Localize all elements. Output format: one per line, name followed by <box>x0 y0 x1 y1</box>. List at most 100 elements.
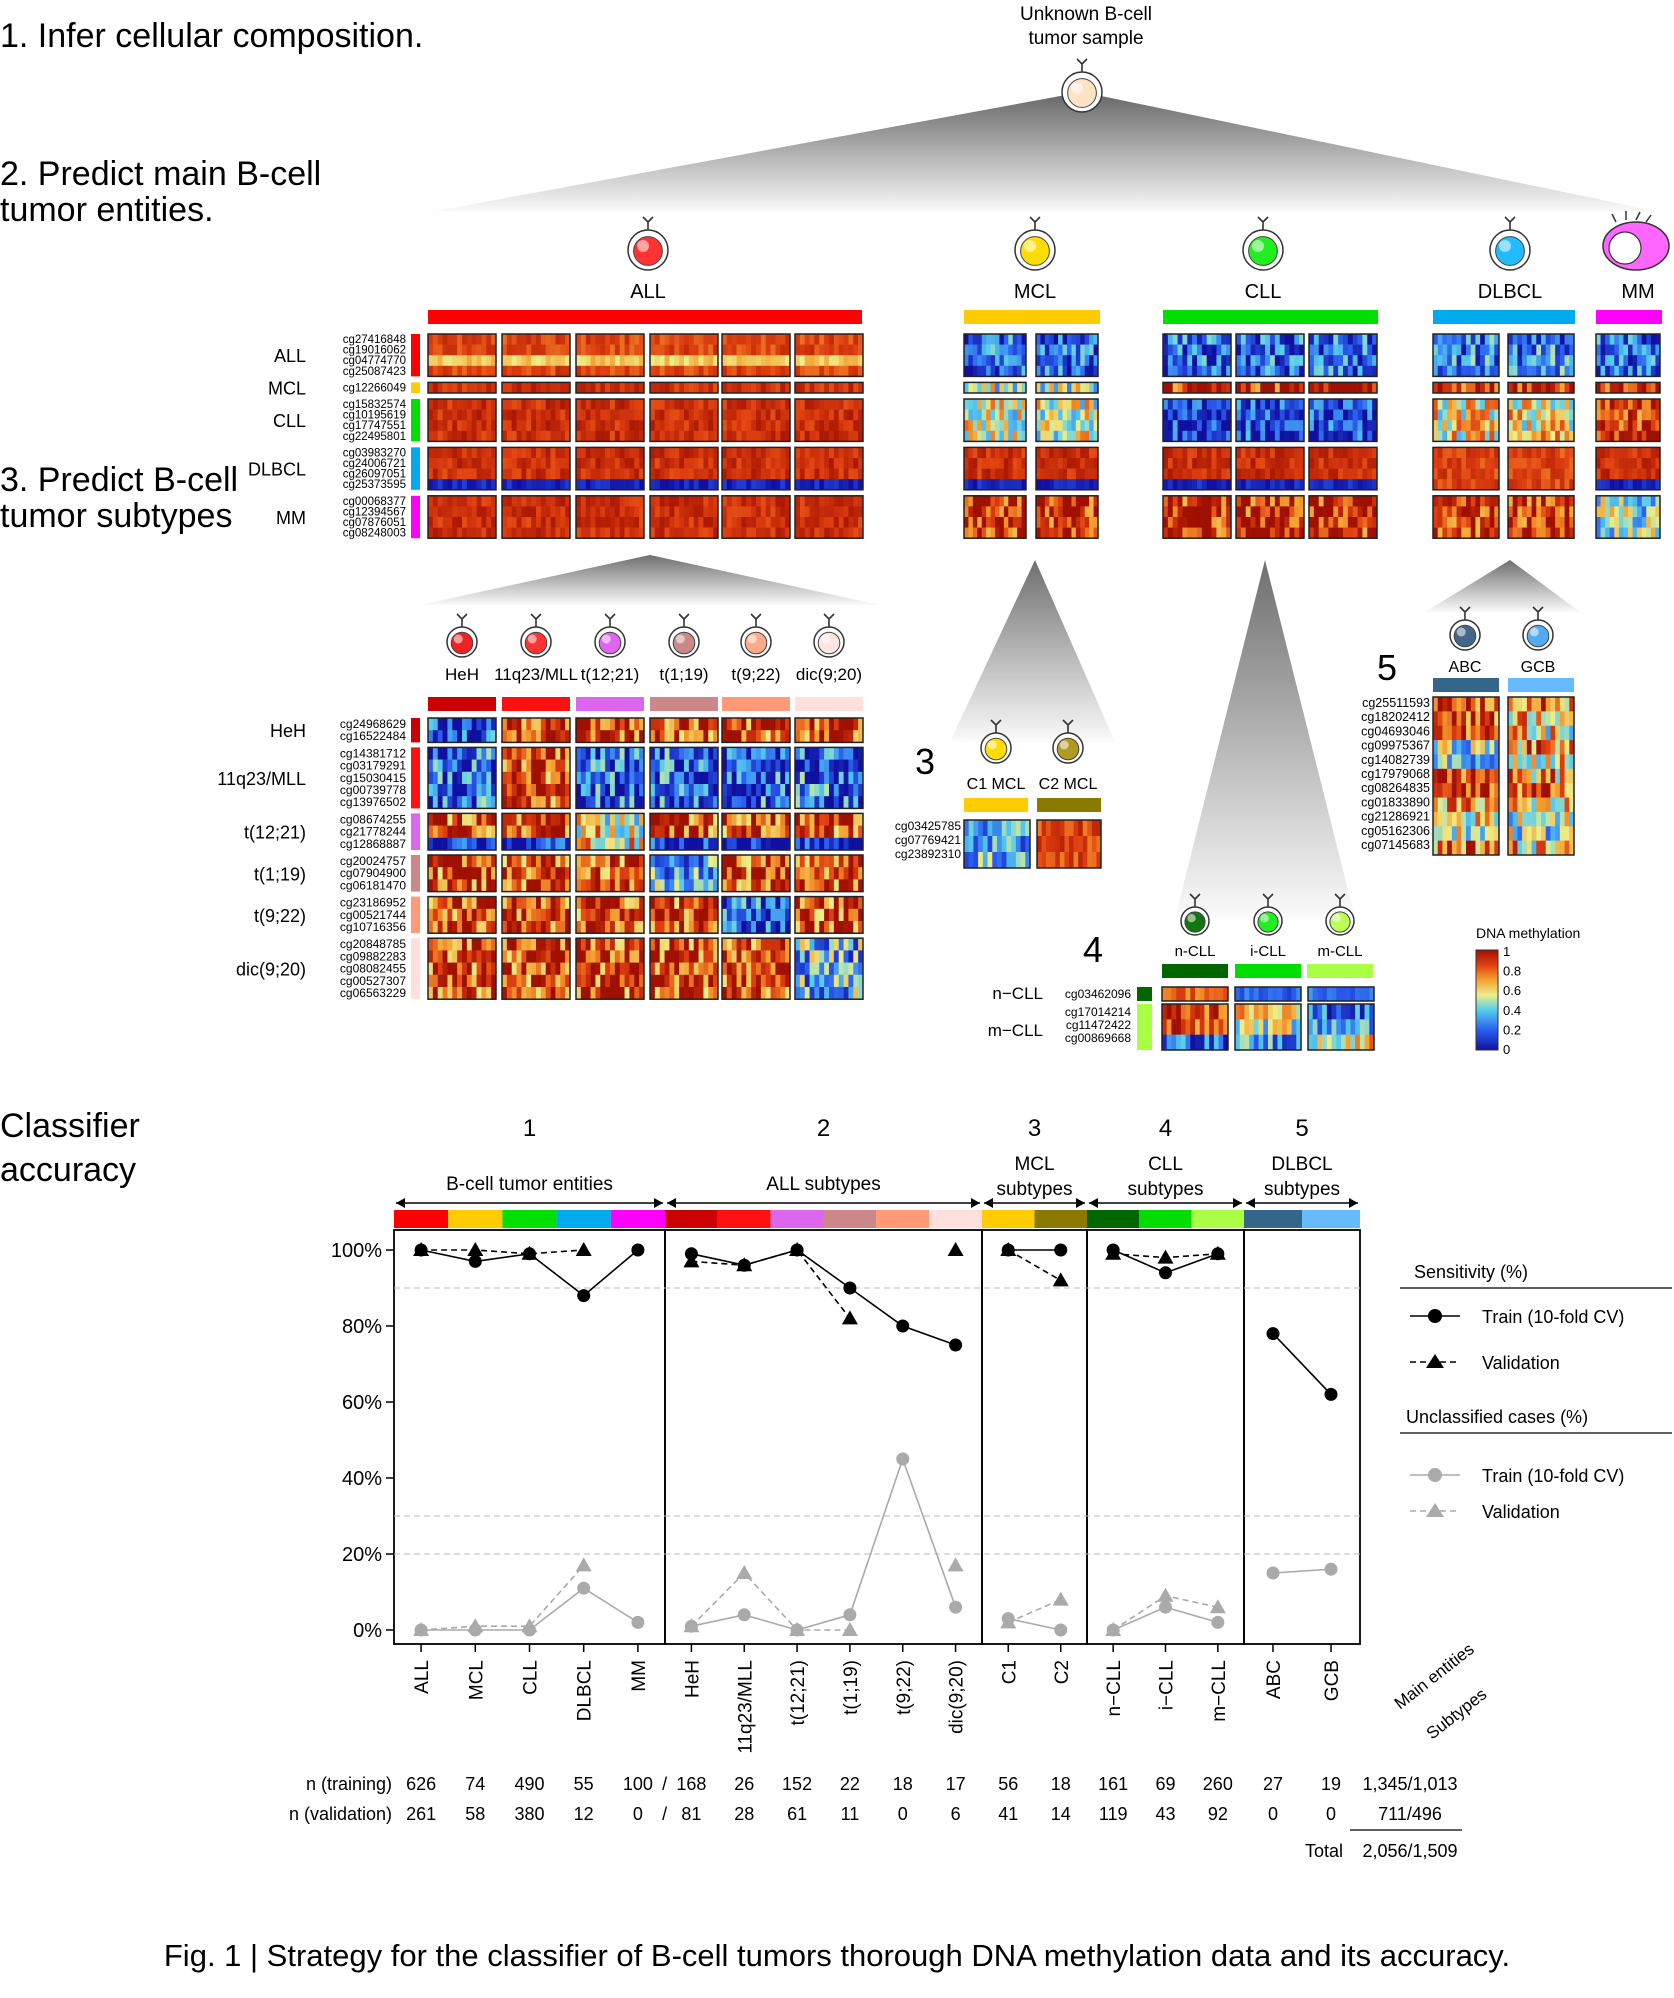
main-heatmap-mcl-cell <box>1017 409 1022 421</box>
main-heatmap-cll-cell <box>1328 527 1334 539</box>
row-group-label-dlbcl: DLBCL <box>248 460 306 480</box>
main-heatmap-dlbcl-cell <box>1484 409 1490 421</box>
main-heatmap-dlbcl-cell <box>1466 430 1472 442</box>
main-heatmap-cll-cell <box>1250 506 1256 518</box>
main-heatmap-mcl-cell <box>1080 495 1086 507</box>
all-subtype-heatmap-cell <box>600 784 606 797</box>
all-subtype-heatmap-cell <box>486 718 492 731</box>
all-subtype-heatmap-cell <box>654 908 661 922</box>
main-heatmap-mm-cell <box>1596 479 1601 491</box>
main-heatmap-mcl-cell <box>964 355 969 367</box>
all-subtype-heatmap-cell <box>679 718 685 731</box>
main-heatmap-cll-cell <box>1187 495 1193 507</box>
main-heatmap-all-cell <box>650 527 656 539</box>
main-heatmap-cll-cell <box>1192 479 1198 491</box>
main-heatmap-all-cell <box>432 365 439 377</box>
main-heatmap-cll-frame <box>1235 446 1305 491</box>
main-heatmap-mcl-cell <box>1075 447 1081 459</box>
all-subtype-heatmap-cell <box>639 867 645 880</box>
all-subtype-heatmap-cell <box>848 908 854 922</box>
main-heatmap-all-cell <box>442 365 448 377</box>
main-heatmap-dlbcl-cell <box>1437 447 1443 459</box>
main-heatmap-cll-frame <box>1235 333 1305 378</box>
all-subtype-heatmap-cell <box>605 867 611 880</box>
main-heatmap-all-cell <box>693 344 699 356</box>
all-subtype-heatmap-cell <box>654 879 661 892</box>
all-subtype-heatmap-cell <box>506 747 513 760</box>
main-heatmap-dlbcl-cell <box>1437 344 1443 356</box>
main-heatmap-all-cell <box>536 399 542 410</box>
main-heatmap-all-cell <box>833 399 840 410</box>
main-heatmap-cll-cell <box>1323 355 1329 367</box>
main-heatmap-all-cell <box>639 447 645 459</box>
main-heatmap-dlbcl-cell <box>1545 430 1551 442</box>
main-heatmap-dlbcl-cell <box>1466 517 1472 528</box>
all-subtype-heatmap-cell <box>664 718 670 731</box>
main-heatmap-dlbcl-cell <box>1541 447 1547 459</box>
main-heatmap-cll-cell <box>1357 334 1363 345</box>
main-heatmap-all-cell <box>650 458 656 469</box>
main-heatmap-cll-cell <box>1274 447 1281 459</box>
all-subtype-heatmap-cell <box>624 908 630 922</box>
main-heatmap-all-cell <box>629 495 635 507</box>
all-subtype-heatmap-cell <box>526 879 532 892</box>
main-heatmap-cll-cell <box>1357 355 1363 367</box>
main-heatmap-dlbcl-cell <box>1433 409 1439 421</box>
main-heatmap-all-cell <box>600 355 606 367</box>
main-heatmap-cll-cell <box>1240 334 1247 345</box>
main-heatmap-cll-cell <box>1260 365 1266 377</box>
all-subtype-heatmap-cell <box>466 896 473 910</box>
all-subtype-heatmap-cell <box>639 784 645 797</box>
all-subtype-heatmap-cell <box>799 730 806 743</box>
main-heatmap-cll-cell <box>1167 382 1174 394</box>
main-heatmap-cll-cell <box>1313 355 1320 367</box>
main-heatmap-all-cell <box>770 344 776 356</box>
main-heatmap-mcl-cell <box>1008 399 1014 410</box>
main-heatmap-mcl-cell <box>1084 495 1090 507</box>
all-subtype-heatmap-cell <box>824 759 830 773</box>
all-subtype-heatmap-cell <box>580 718 587 731</box>
main-heatmap-dlbcl-cell <box>1494 420 1500 432</box>
all-subtype-heatmap-cell <box>466 908 473 922</box>
probe-id: cg03983270 <box>343 447 406 459</box>
all-subtype-heatmap-cell <box>746 896 752 910</box>
main-heatmap-cll-cell <box>1192 344 1198 356</box>
all-subtype-heatmap-cell <box>511 759 517 773</box>
main-heatmap-all-cell <box>565 365 571 377</box>
main-heatmap-cll-cell <box>1294 527 1300 539</box>
all-subtype-heatmap-cell <box>428 896 434 910</box>
main-heatmap-cll-cell <box>1270 365 1276 377</box>
root-label-line2: tumor sample <box>1028 28 1143 49</box>
main-heatmap-dlbcl-cell <box>1545 468 1551 480</box>
all-subtype-heatmap-cell <box>452 921 458 934</box>
main-heatmap-mm-cell <box>1632 420 1638 432</box>
all-subtype-heatmap-cell <box>511 879 517 892</box>
all-subtype-heatmap-cell <box>481 837 487 851</box>
all-subtype-heatmap-cell <box>650 908 656 922</box>
main-heatmap-cll-cell <box>1279 365 1285 377</box>
all-subtype-heatmap-cell <box>741 825 747 839</box>
main-heatmap-dlbcl-cell <box>1456 479 1462 491</box>
main-heatmap-dlbcl-cell <box>1456 506 1462 518</box>
main-heatmap-cll-cell <box>1279 430 1285 442</box>
all-subtype-heatmap-cell <box>679 759 685 773</box>
main-heatmap-cll-cell <box>1279 344 1285 356</box>
all-subtype-heatmap-cell <box>713 796 719 809</box>
main-heatmap-mcl-cell <box>964 468 969 480</box>
all-subtype-heatmap-cell <box>605 784 611 797</box>
main-heatmap-all-cell <box>760 506 767 518</box>
main-heatmap-dlbcl-frame <box>1507 398 1575 443</box>
all-subtype-heatmap-cell <box>741 747 747 760</box>
main-heatmap-cll-cell <box>1187 458 1193 469</box>
main-heatmap-mcl-cell <box>964 399 969 410</box>
main-heatmap-cll-cell <box>1372 420 1378 432</box>
main-heatmap-all-cell <box>526 506 532 518</box>
main-heatmap-cll-cell <box>1357 458 1363 469</box>
all-subtype-heatmap-cell <box>843 747 849 760</box>
main-heatmap-dlbcl-cell <box>1475 344 1481 356</box>
main-heatmap-all-cell <box>756 420 762 432</box>
main-heatmap-mm-cell <box>1623 495 1629 507</box>
main-heatmap-mm-cell <box>1641 495 1647 507</box>
all-subtype-heatmap-cell <box>605 730 611 743</box>
main-heatmap-all-cell <box>853 458 859 469</box>
